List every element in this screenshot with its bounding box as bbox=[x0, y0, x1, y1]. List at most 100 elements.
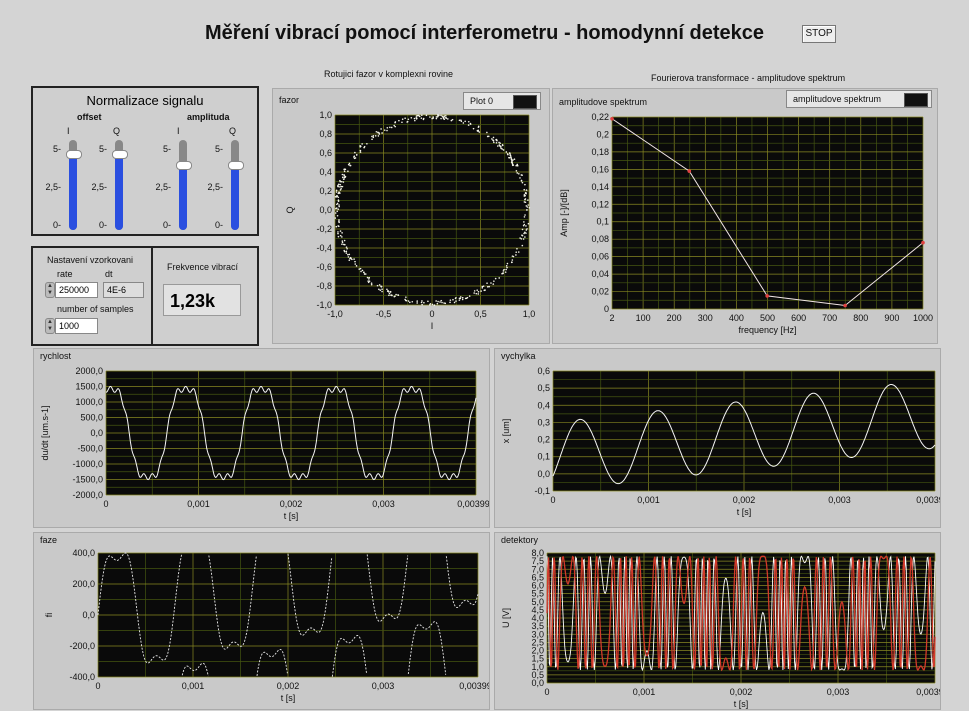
phasor-point bbox=[336, 202, 339, 205]
phasor-point bbox=[435, 300, 437, 302]
phasor-point bbox=[381, 290, 383, 293]
phasor-graph-panel: fazor Plot 0 -1,0 -0,5 0 0,5 1,0 1,0 0,8 0,6 0,4… bbox=[272, 88, 550, 344]
phasor-point bbox=[337, 231, 339, 233]
phasor-point bbox=[481, 285, 484, 288]
phasor-point bbox=[343, 170, 346, 173]
phasor-graph[interactable]: -1,0 -0,5 0 0,5 1,0 1,0 0,8 0,6 0,4 0,2 0,0 -0,2 -0,… bbox=[273, 89, 549, 343]
phasor-point bbox=[439, 301, 441, 303]
phasor-point bbox=[370, 282, 373, 284]
slider-channel-label: Q bbox=[113, 126, 121, 136]
phasor-point bbox=[458, 299, 461, 301]
y-tick-label: 4,5 bbox=[531, 605, 544, 615]
phasor-point bbox=[401, 118, 404, 121]
phasor-point bbox=[481, 287, 484, 289]
stop-button[interactable]: STOP bbox=[802, 25, 836, 43]
phasor-point bbox=[354, 260, 356, 263]
phasor-point bbox=[525, 205, 528, 207]
phasor-point bbox=[455, 300, 457, 302]
phasor-point bbox=[361, 143, 363, 145]
y-tick-label: 0,0 bbox=[537, 469, 550, 479]
y-tick-label: 3,0 bbox=[531, 629, 544, 639]
y-tick-label: 0,6 bbox=[537, 366, 550, 376]
phasor-point bbox=[444, 114, 447, 117]
phasor-point bbox=[432, 116, 435, 118]
phasor-point bbox=[501, 144, 504, 147]
phasor-point bbox=[473, 292, 475, 294]
y-tick-label: 0,2 bbox=[596, 129, 609, 139]
phasor-point bbox=[427, 300, 429, 303]
frequency-frame: Frekvence vibrací 1,23k bbox=[151, 246, 259, 346]
x-axis-label: frequency [Hz] bbox=[738, 325, 796, 335]
phasor-legend-label: Plot 0 bbox=[470, 96, 494, 106]
y-tick-label: 0,0 bbox=[319, 205, 332, 215]
phasor-point bbox=[449, 301, 451, 304]
phasor-point bbox=[512, 255, 515, 258]
phasor-point bbox=[523, 232, 525, 235]
phasor-point bbox=[363, 273, 366, 275]
phasor-point bbox=[495, 141, 498, 144]
velocity-title: rychlost bbox=[40, 351, 72, 361]
rate-input[interactable]: 250000 bbox=[55, 282, 98, 298]
y-tick-label: -0,2 bbox=[316, 224, 332, 234]
phasor-point bbox=[416, 114, 419, 117]
phasor-legend[interactable]: Plot 0 bbox=[463, 92, 541, 110]
phasor-point bbox=[343, 178, 345, 180]
spectrum-legend[interactable]: amplitudove spektrum bbox=[786, 90, 932, 108]
phasor-point bbox=[527, 222, 530, 225]
phasor-point bbox=[386, 288, 388, 291]
spectrum-point bbox=[610, 116, 614, 121]
velocity-graph[interactable]: 0 0,001 0,002 0,003 0,003996 2000,0 1500,0 1000… bbox=[34, 349, 489, 527]
y-tick-label: 7,5 bbox=[531, 556, 544, 566]
y-tick-label: 0,2 bbox=[319, 186, 332, 196]
phasor-point bbox=[335, 189, 338, 192]
phasor-point bbox=[524, 183, 526, 186]
phasor-point bbox=[526, 228, 528, 230]
phasor-point bbox=[334, 217, 337, 219]
y-tick-label: 0,06 bbox=[591, 252, 609, 262]
phasor-point bbox=[420, 301, 423, 304]
slider-knob[interactable] bbox=[112, 150, 128, 160]
phasor-point bbox=[493, 280, 495, 282]
phasor-point bbox=[347, 256, 350, 258]
phasor-point bbox=[478, 131, 481, 133]
displacement-graph[interactable]: 0 0,001 0,002 0,003 0,003996 0,6 0,5 0,4 0,3 0,2 0… bbox=[495, 349, 940, 527]
detectors-graph[interactable]: 00,0010,0020,0030,0039968,07,57,06,56,05… bbox=[495, 533, 940, 709]
slider-knob[interactable] bbox=[228, 161, 244, 171]
spectrum-graph[interactable]: 2 100 200 300 400 500 600 700 800 900 1000 0,22 0,2 0… bbox=[553, 89, 937, 343]
y-tick-label: -400,0 bbox=[69, 672, 95, 682]
samples-spinner[interactable]: ▲ ▼ bbox=[45, 318, 55, 334]
phasor-point bbox=[359, 267, 362, 270]
phasor-point bbox=[453, 301, 456, 304]
slider-scale-tick: 0- bbox=[162, 220, 171, 230]
phasor-point bbox=[359, 151, 362, 153]
phasor-point bbox=[511, 261, 513, 264]
phasor-point bbox=[523, 194, 526, 196]
slider-knob[interactable] bbox=[176, 161, 192, 171]
y-tick-label: 0,0 bbox=[82, 610, 95, 620]
samples-input[interactable]: 1000 bbox=[55, 318, 98, 334]
phasor-point bbox=[359, 145, 362, 148]
y-tick-label: 6,0 bbox=[531, 581, 544, 591]
phasor-point bbox=[347, 253, 349, 256]
slider-scale-tick: 5- bbox=[98, 144, 107, 154]
x-tick-label: 0,003996 bbox=[916, 687, 940, 697]
y-tick-label: -2000,0 bbox=[72, 490, 103, 500]
slider-scale-tick: 2,5- bbox=[45, 182, 61, 192]
y-tick-label: 1500,0 bbox=[75, 382, 103, 392]
slider-scale-tick: 5- bbox=[214, 144, 223, 154]
phasor-point bbox=[525, 229, 528, 231]
x-tick-label: 0 bbox=[550, 495, 555, 505]
displacement-graph-panel: vychylka 00,0010,0020,0030,0039960,60,50… bbox=[494, 348, 941, 528]
phasor-point bbox=[341, 243, 343, 245]
phasor-point bbox=[345, 250, 348, 253]
phasor-point bbox=[404, 298, 406, 301]
slider-knob[interactable] bbox=[66, 150, 82, 160]
phase-graph[interactable]: 0 0,001 0,002 0,003 0,003996 400,0 200,0 0,0 -20… bbox=[34, 533, 489, 709]
rate-spinner[interactable]: ▲ ▼ bbox=[45, 282, 55, 298]
phasor-point bbox=[506, 262, 509, 265]
phasor-point bbox=[472, 127, 475, 130]
x-axis-label: t [s] bbox=[734, 699, 749, 709]
phasor-point bbox=[511, 259, 514, 261]
phasor-point bbox=[371, 138, 373, 141]
phasor-point bbox=[524, 231, 526, 234]
